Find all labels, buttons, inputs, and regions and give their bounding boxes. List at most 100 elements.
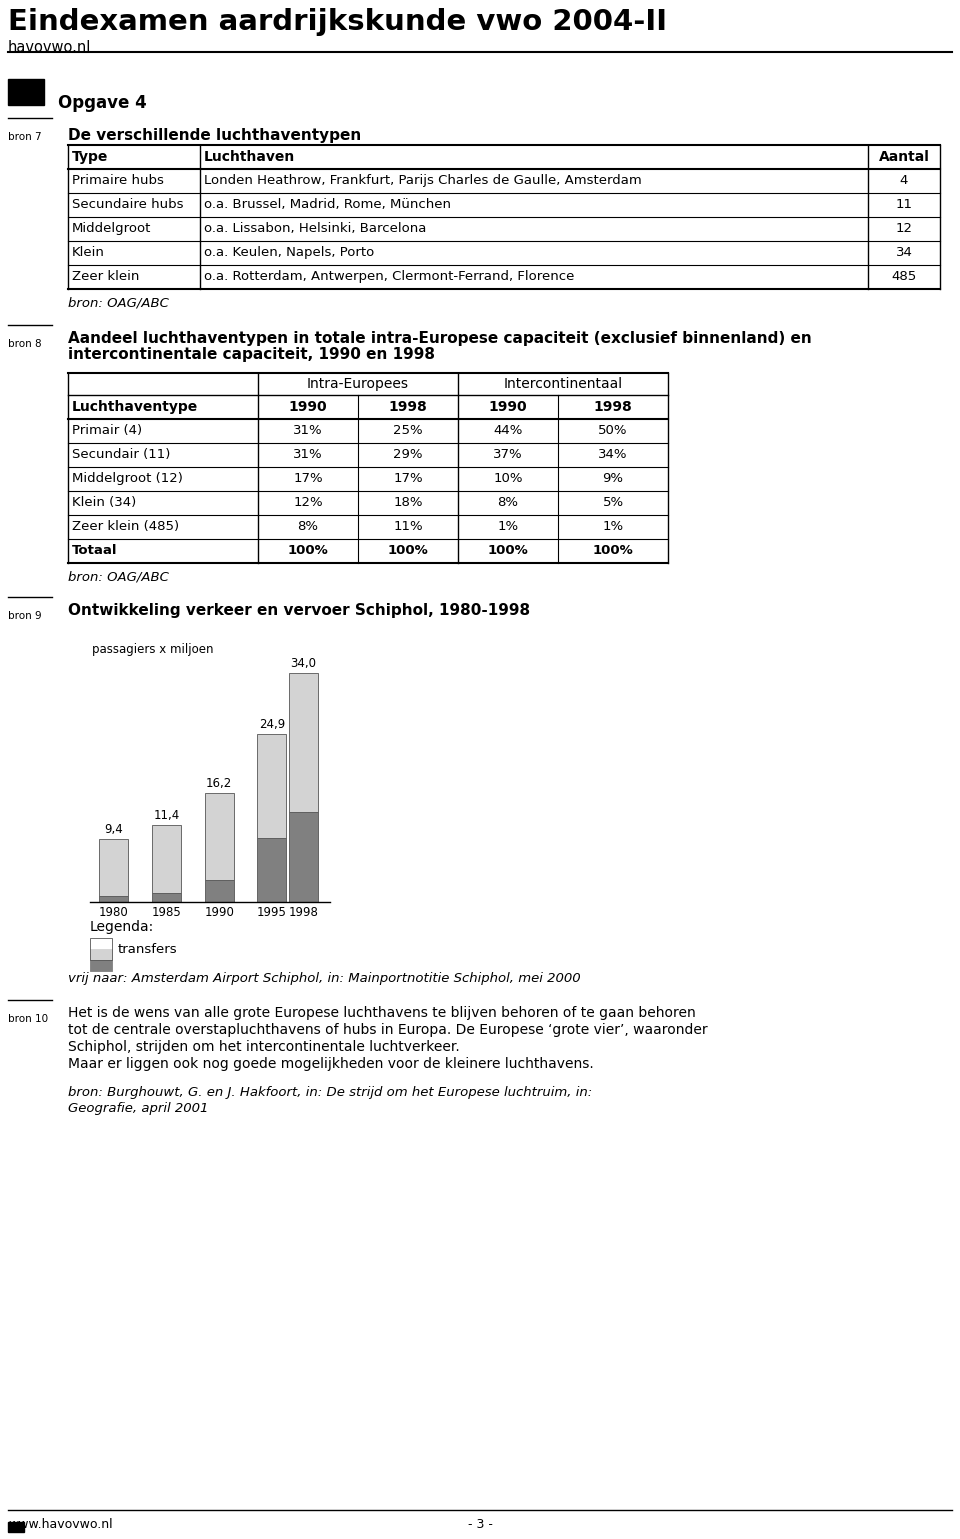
Text: Luchthaven: Luchthaven — [204, 149, 296, 165]
Text: intercontinentale capaciteit, 1990 en 1998: intercontinentale capaciteit, 1990 en 19… — [68, 346, 435, 362]
Text: bron 9: bron 9 — [8, 611, 41, 622]
Text: 37%: 37% — [493, 448, 523, 462]
Text: 44%: 44% — [493, 425, 522, 437]
Text: Eindexamen aardrijkskunde vwo 2004-II: Eindexamen aardrijkskunde vwo 2004-II — [8, 8, 667, 35]
Text: www.havovwo.nl: www.havovwo.nl — [8, 1517, 112, 1531]
Text: o.a. Keulen, Napels, Porto: o.a. Keulen, Napels, Porto — [204, 246, 374, 259]
Text: 9,4: 9,4 — [105, 823, 123, 836]
Text: Zeer klein (485): Zeer klein (485) — [72, 520, 180, 532]
Text: 5%: 5% — [603, 496, 624, 509]
Text: bron 7: bron 7 — [8, 132, 41, 142]
Text: 1990: 1990 — [289, 400, 327, 414]
Bar — [289, 813, 318, 902]
Text: 11: 11 — [896, 199, 913, 211]
Text: 100%: 100% — [388, 543, 428, 557]
Text: passagiers x miljoen: passagiers x miljoen — [92, 643, 214, 656]
Text: Klein: Klein — [72, 246, 105, 259]
Text: 18%: 18% — [394, 496, 422, 509]
Text: Opgave 4: Opgave 4 — [58, 94, 147, 112]
Text: 1990: 1990 — [489, 400, 527, 414]
Bar — [90, 960, 112, 971]
Text: bron: Burghouwt, G. en J. Hakfoort, in: De strijd om het Europese luchtruim, in:: bron: Burghouwt, G. en J. Hakfoort, in: … — [68, 1087, 592, 1099]
Text: Geografie, april 2001: Geografie, april 2001 — [68, 1102, 208, 1114]
Text: Het is de wens van alle grote Europese luchthavens te blijven behoren of te gaan: Het is de wens van alle grote Europese l… — [68, 1007, 696, 1020]
Text: 31%: 31% — [293, 448, 323, 462]
Bar — [204, 880, 233, 902]
Text: Secundair (11): Secundair (11) — [72, 448, 170, 462]
Text: Ontwikkeling verkeer en vervoer Schiphol, 1980-1998: Ontwikkeling verkeer en vervoer Schiphol… — [68, 603, 530, 619]
Text: vrij naar: Amsterdam Airport Schiphol, in: Mainportnotitie Schiphol, mei 2000: vrij naar: Amsterdam Airport Schiphol, i… — [68, 973, 581, 985]
Text: bron 10: bron 10 — [8, 1014, 48, 1023]
Text: o.a. Brussel, Madrid, Rome, München: o.a. Brussel, Madrid, Rome, München — [204, 199, 451, 211]
Text: 11,4: 11,4 — [154, 810, 180, 822]
Text: Middelgroot (12): Middelgroot (12) — [72, 472, 182, 485]
Bar — [90, 937, 112, 960]
Text: 1998: 1998 — [389, 400, 427, 414]
Text: bron 8: bron 8 — [8, 339, 41, 349]
Bar — [8, 78, 44, 105]
Bar — [204, 793, 233, 880]
Text: 17%: 17% — [293, 472, 323, 485]
Text: - 3 -: - 3 - — [468, 1517, 492, 1531]
Text: Legenda:: Legenda: — [90, 920, 155, 934]
Text: 34%: 34% — [598, 448, 628, 462]
Text: 17%: 17% — [394, 472, 422, 485]
Text: Aantal: Aantal — [878, 149, 929, 165]
Text: Klein (34): Klein (34) — [72, 496, 136, 509]
Text: Schiphol, strijden om het intercontinentale luchtverkeer.: Schiphol, strijden om het intercontinent… — [68, 1040, 460, 1054]
Text: 1%: 1% — [497, 520, 518, 532]
Text: 1%: 1% — [603, 520, 624, 532]
Text: 10%: 10% — [493, 472, 523, 485]
Text: 100%: 100% — [288, 543, 328, 557]
Bar — [99, 896, 129, 902]
Text: 4: 4 — [900, 174, 908, 188]
Bar — [257, 734, 286, 837]
Text: 12: 12 — [896, 222, 913, 235]
Text: Londen Heathrow, Frankfurt, Parijs Charles de Gaulle, Amsterdam: Londen Heathrow, Frankfurt, Parijs Charl… — [204, 174, 641, 188]
Bar — [152, 893, 181, 902]
Text: 8%: 8% — [497, 496, 518, 509]
Bar — [289, 673, 318, 813]
Text: 1998: 1998 — [593, 400, 633, 414]
Text: Maar er liggen ook nog goede mogelijkheden voor de kleinere luchthavens.: Maar er liggen ook nog goede mogelijkhed… — [68, 1057, 593, 1071]
Text: 34,0: 34,0 — [291, 657, 317, 669]
Bar — [99, 839, 129, 896]
Text: Primair (4): Primair (4) — [72, 425, 142, 437]
Text: o.a. Lissabon, Helsinki, Barcelona: o.a. Lissabon, Helsinki, Barcelona — [204, 222, 426, 235]
Text: Zeer klein: Zeer klein — [72, 269, 139, 283]
Text: Type: Type — [72, 149, 108, 165]
Bar — [257, 837, 286, 902]
Text: 29%: 29% — [394, 448, 422, 462]
Text: 50%: 50% — [598, 425, 628, 437]
Bar — [152, 825, 181, 893]
Text: 9%: 9% — [603, 472, 623, 485]
Text: transfers: transfers — [118, 943, 178, 956]
Text: Intra-Europees: Intra-Europees — [307, 377, 409, 391]
Text: 100%: 100% — [488, 543, 528, 557]
Text: De verschillende luchthaventypen: De verschillende luchthaventypen — [68, 128, 361, 143]
Bar — [8, 1522, 24, 1531]
Text: havovwo.nl: havovwo.nl — [8, 40, 91, 55]
Text: 100%: 100% — [592, 543, 634, 557]
Text: 25%: 25% — [394, 425, 422, 437]
Text: Middelgroot: Middelgroot — [72, 222, 152, 235]
Text: 24,9: 24,9 — [259, 719, 285, 731]
Text: Intercontinentaal: Intercontinentaal — [503, 377, 623, 391]
Text: Primaire hubs: Primaire hubs — [72, 174, 164, 188]
Bar — [90, 950, 112, 960]
Text: Aandeel luchthaventypen in totale intra-Europese capaciteit (exclusief binnenlan: Aandeel luchthaventypen in totale intra-… — [68, 331, 812, 346]
Text: o.a. Rotterdam, Antwerpen, Clermont-Ferrand, Florence: o.a. Rotterdam, Antwerpen, Clermont-Ferr… — [204, 269, 574, 283]
Text: bron: OAG/ABC: bron: OAG/ABC — [68, 297, 169, 309]
Text: Totaal: Totaal — [72, 543, 117, 557]
Text: bron: OAG/ABC: bron: OAG/ABC — [68, 571, 169, 583]
Text: Luchthaventype: Luchthaventype — [72, 400, 199, 414]
Text: 485: 485 — [892, 269, 917, 283]
Text: 34: 34 — [896, 246, 912, 259]
Text: 12%: 12% — [293, 496, 323, 509]
Text: 16,2: 16,2 — [206, 777, 232, 790]
Text: tot de centrale overstapluchthavens of hubs in Europa. De Europese ‘grote vier’,: tot de centrale overstapluchthavens of h… — [68, 1023, 708, 1037]
Text: Secundaire hubs: Secundaire hubs — [72, 199, 183, 211]
Text: 8%: 8% — [298, 520, 319, 532]
Text: 11%: 11% — [394, 520, 422, 532]
Text: 31%: 31% — [293, 425, 323, 437]
